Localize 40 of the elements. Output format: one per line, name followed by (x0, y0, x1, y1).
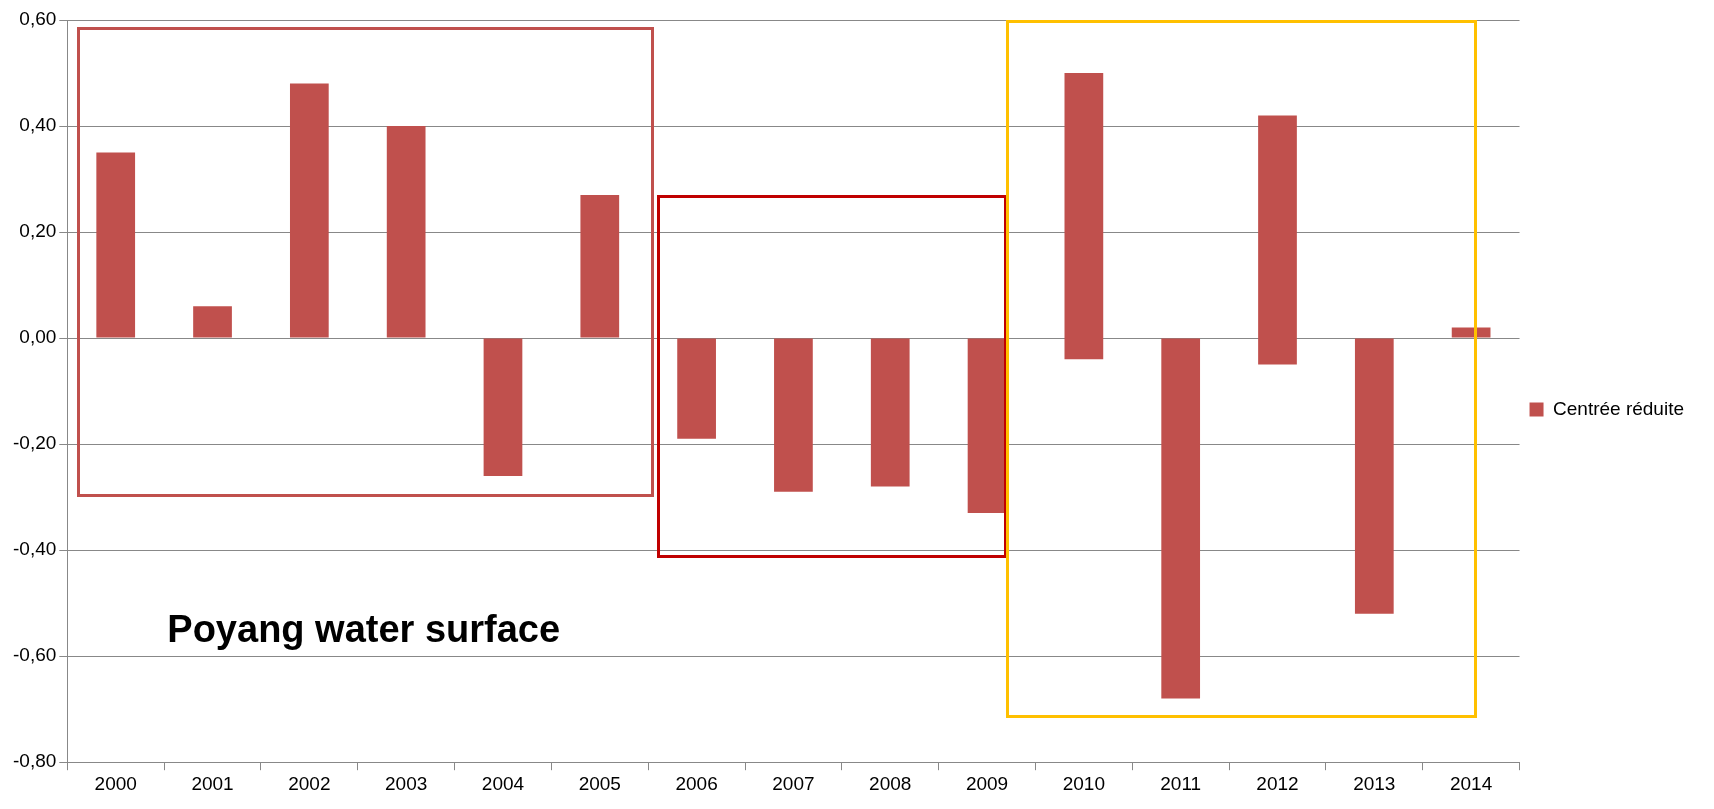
bar (677, 338, 716, 439)
x-tick-label: 2008 (869, 772, 912, 794)
x-tick-label: 2005 (578, 772, 621, 794)
bar (580, 194, 620, 338)
x-tick-label: 2000 (94, 772, 137, 794)
y-tick-label: 0,00 (19, 326, 57, 348)
bar (193, 306, 232, 338)
y-tick-label: -0,20 (12, 432, 57, 454)
bar (967, 338, 1007, 514)
x-tick-label: 2012 (1256, 772, 1299, 794)
y-tick-label: -0,40 (12, 538, 57, 560)
x-tick-label: 2007 (772, 772, 815, 794)
bar (1161, 338, 1201, 699)
bar (386, 126, 426, 338)
x-tick-label: 2011 (1160, 772, 1202, 794)
x-tick-label: 2004 (481, 772, 525, 794)
bar (1451, 327, 1491, 338)
x-tick-label: 2013 (1353, 772, 1396, 794)
x-tick-label: 2009 (965, 772, 1009, 794)
y-tick-label: 0,40 (19, 114, 57, 136)
y-tick-label: -0,80 (12, 750, 57, 772)
x-tick-label: 2003 (385, 772, 428, 794)
bar (1354, 338, 1394, 614)
bar (483, 338, 523, 476)
x-tick-label: 2001 (191, 772, 234, 794)
annotation: Poyang water surface (167, 608, 561, 650)
bar (774, 338, 813, 492)
x-tick-label: 2014 (1449, 772, 1493, 794)
y-tick-label: -0,60 (12, 644, 57, 666)
bar (1258, 115, 1297, 365)
x-tick-label: 2002 (288, 772, 331, 794)
x-tick-label: 2010 (1062, 772, 1105, 794)
x-tick-label: 2006 (675, 772, 718, 794)
y-tick-label: 0,60 (19, 8, 57, 30)
bar (1064, 73, 1104, 360)
bar (870, 338, 910, 487)
bar (289, 83, 329, 338)
bar (96, 152, 136, 338)
y-tick-label: 0,20 (19, 220, 57, 242)
legend-label: Centrée réduite (1553, 397, 1684, 419)
